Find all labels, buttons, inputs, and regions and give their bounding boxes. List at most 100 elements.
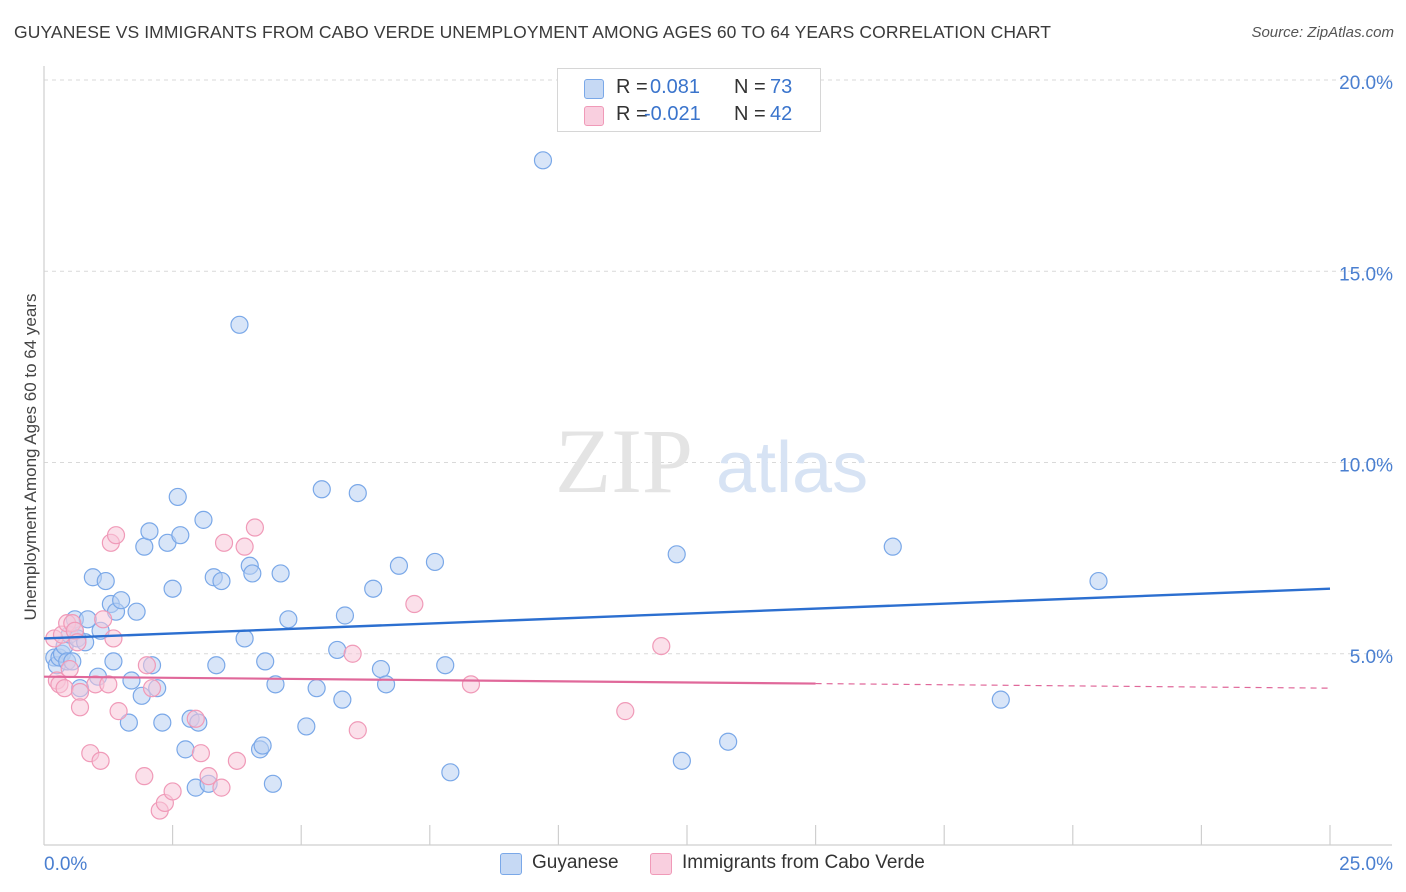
point-cabo-verde <box>99 675 118 694</box>
point-guyanese <box>533 151 553 170</box>
point-guyanese <box>176 740 195 759</box>
legend-swatch-pink <box>584 106 604 126</box>
point-guyanese <box>163 579 182 598</box>
point-guyanese <box>991 690 1010 709</box>
legend-n-value: 73 <box>770 76 793 98</box>
point-guyanese <box>371 659 391 679</box>
legend-r-label: R = <box>616 76 648 98</box>
point-cabo-verde <box>142 679 162 698</box>
point-guyanese <box>266 675 285 694</box>
point-cabo-verde <box>616 702 635 721</box>
legend-label-cabo-verde: Immigrants from Cabo Verde <box>682 852 925 873</box>
point-cabo-verde <box>91 751 110 770</box>
point-cabo-verde <box>652 636 671 656</box>
trend-line-cabo-verde <box>43 675 816 685</box>
trend-line-guyanese <box>43 587 1331 640</box>
watermark-atlas: atlas <box>716 428 868 508</box>
y-axis-label: Unemployment Among Ages 60 to 64 years <box>21 294 40 621</box>
point-guyanese <box>96 571 115 591</box>
point-guyanese <box>235 629 254 648</box>
point-guyanese <box>333 690 352 709</box>
point-cabo-verde <box>212 778 231 797</box>
x-tick-label: 0.0% <box>44 854 87 875</box>
legend-r-value: -0.021 <box>644 103 701 125</box>
y-tick-label: 15.0% <box>1339 264 1393 285</box>
point-guyanese <box>207 656 226 675</box>
point-guyanese <box>271 564 290 583</box>
point-guyanese <box>112 591 131 610</box>
y-axis-label-group: Unemployment Among Ages 60 to 64 years <box>21 294 40 621</box>
point-guyanese <box>263 774 283 793</box>
point-cabo-verde <box>235 537 254 556</box>
correlation-legend: R = 0.081 N = 73 R = -0.021 N = 42 <box>557 68 821 132</box>
point-cabo-verde <box>60 659 79 679</box>
point-guyanese <box>719 732 738 751</box>
point-cabo-verde <box>104 629 123 648</box>
point-guyanese <box>348 484 367 503</box>
point-guyanese <box>312 480 331 499</box>
point-cabo-verde <box>163 782 182 801</box>
point-guyanese <box>425 552 445 572</box>
point-guyanese <box>212 571 231 591</box>
point-guyanese <box>135 537 154 556</box>
axes <box>43 66 1392 846</box>
point-guyanese <box>307 679 326 698</box>
source-label: Source: ZipAtlas.com <box>1251 24 1394 41</box>
point-guyanese <box>328 640 347 660</box>
legend-n-label: N = <box>734 76 766 98</box>
legend-r-label: R = <box>616 103 648 125</box>
point-cabo-verde <box>214 533 234 552</box>
legend-r-value: 0.081 <box>650 76 701 98</box>
point-cabo-verde <box>94 610 113 629</box>
point-cabo-verde <box>348 721 367 740</box>
point-guyanese <box>1089 571 1108 591</box>
point-cabo-verde <box>405 594 424 614</box>
point-guyanese <box>194 510 213 529</box>
point-cabo-verde <box>191 744 210 763</box>
point-guyanese <box>279 610 298 629</box>
point-guyanese <box>119 713 138 732</box>
point-guyanese <box>672 751 691 770</box>
point-cabo-verde <box>55 679 74 698</box>
legend-n-label: N = <box>734 103 766 125</box>
point-cabo-verde <box>343 644 362 663</box>
chart-title: GUYANESE VS IMMIGRANTS FROM CABO VERDE U… <box>14 22 1052 42</box>
point-guyanese <box>364 579 383 598</box>
point-cabo-verde <box>70 698 90 717</box>
trend-line-cabo-verde-extension <box>815 682 1331 689</box>
point-guyanese <box>104 652 123 671</box>
legend-swatch-blue <box>500 853 522 875</box>
point-cabo-verde <box>227 751 246 770</box>
point-guyanese <box>168 487 187 507</box>
y-tick-label: 20.0% <box>1339 73 1393 94</box>
point-cabo-verde <box>245 518 265 537</box>
legend-swatch-blue <box>584 79 604 99</box>
point-guyanese <box>122 671 141 690</box>
point-guyanese <box>127 602 146 621</box>
point-cabo-verde <box>109 702 128 721</box>
point-cabo-verde <box>137 656 156 675</box>
point-guyanese <box>171 526 190 545</box>
y-tick-label: 5.0% <box>1350 647 1393 668</box>
data-points <box>45 151 1108 820</box>
legend-swatch-pink <box>650 853 672 875</box>
point-guyanese <box>441 763 460 782</box>
trend-lines <box>43 587 1331 689</box>
point-cabo-verde <box>461 675 481 694</box>
point-guyanese <box>667 545 686 564</box>
x-tick-label: 25.0% <box>1339 854 1393 875</box>
point-cabo-verde <box>135 767 154 786</box>
point-guyanese <box>335 606 355 625</box>
point-cabo-verde <box>186 709 205 728</box>
point-guyanese <box>436 656 455 675</box>
tick-labels: 5.0% 10.0% 15.0% 20.0% 0.0% 25.0% <box>44 73 1393 875</box>
point-guyanese <box>297 717 316 736</box>
point-guyanese <box>140 522 159 541</box>
point-guyanese <box>230 315 249 334</box>
point-guyanese <box>256 652 275 671</box>
point-guyanese <box>883 537 902 556</box>
y-tick-label: 10.0% <box>1339 456 1393 477</box>
point-guyanese <box>153 713 172 732</box>
watermark-zip: ZIP <box>555 410 693 512</box>
legend-n-value: 42 <box>770 103 793 125</box>
